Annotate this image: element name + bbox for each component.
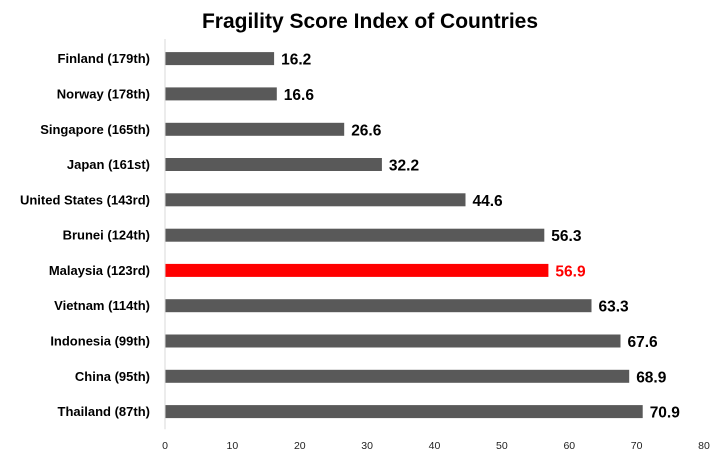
value-label: 16.2 bbox=[281, 52, 311, 69]
x-tick-label: 60 bbox=[563, 440, 575, 452]
bar bbox=[165, 123, 344, 136]
category-label: Brunei (124th) bbox=[63, 228, 150, 243]
value-label: 26.6 bbox=[351, 122, 382, 139]
bar bbox=[165, 87, 277, 100]
x-tick-label: 40 bbox=[429, 440, 441, 452]
x-tick-label: 70 bbox=[631, 440, 643, 452]
value-label: 67.6 bbox=[628, 334, 659, 351]
bar bbox=[165, 370, 629, 383]
category-label: China (95th) bbox=[75, 369, 150, 384]
value-label: 16.6 bbox=[284, 87, 315, 104]
x-tick-label: 0 bbox=[162, 440, 168, 452]
bar bbox=[165, 335, 621, 348]
x-tick-label: 30 bbox=[361, 440, 373, 452]
category-label: Indonesia (99th) bbox=[50, 334, 150, 349]
category-label: Singapore (165th) bbox=[40, 122, 150, 137]
category-label: Japan (161st) bbox=[67, 157, 150, 172]
value-label: 44.6 bbox=[473, 193, 504, 210]
x-tick-label: 50 bbox=[496, 440, 508, 452]
category-label: Finland (179th) bbox=[58, 51, 150, 66]
x-axis: 0 10 20 30 40 50 60 70 80 bbox=[162, 39, 710, 452]
category-label: Thailand (87th) bbox=[58, 404, 150, 419]
category-labels-layer: Finland (179th) Norway (178th) Singapore (… bbox=[20, 51, 150, 419]
category-label: Norway (178th) bbox=[57, 86, 150, 101]
value-label: 32.2 bbox=[389, 158, 419, 175]
x-tick-label: 10 bbox=[227, 440, 239, 452]
bar bbox=[165, 193, 466, 206]
bar bbox=[165, 229, 544, 242]
x-tick-label: 80 bbox=[698, 440, 710, 452]
value-label: 70.9 bbox=[650, 405, 681, 422]
value-label: 63.3 bbox=[599, 299, 630, 316]
bar bbox=[165, 52, 274, 65]
category-label: Vietnam (114th) bbox=[54, 298, 150, 313]
bar bbox=[165, 299, 592, 312]
category-label: Malaysia (123rd) bbox=[49, 263, 150, 278]
chart-title: Fragility Score Index of Countries bbox=[202, 10, 538, 33]
value-label: 56.9 bbox=[555, 263, 586, 280]
bar-highlight bbox=[165, 264, 548, 277]
bar bbox=[165, 158, 382, 171]
bar bbox=[165, 405, 643, 418]
value-label: 56.3 bbox=[551, 228, 582, 245]
category-label: United States (143rd) bbox=[20, 192, 150, 207]
x-tick-label: 20 bbox=[294, 440, 306, 452]
value-label: 68.9 bbox=[636, 369, 667, 386]
